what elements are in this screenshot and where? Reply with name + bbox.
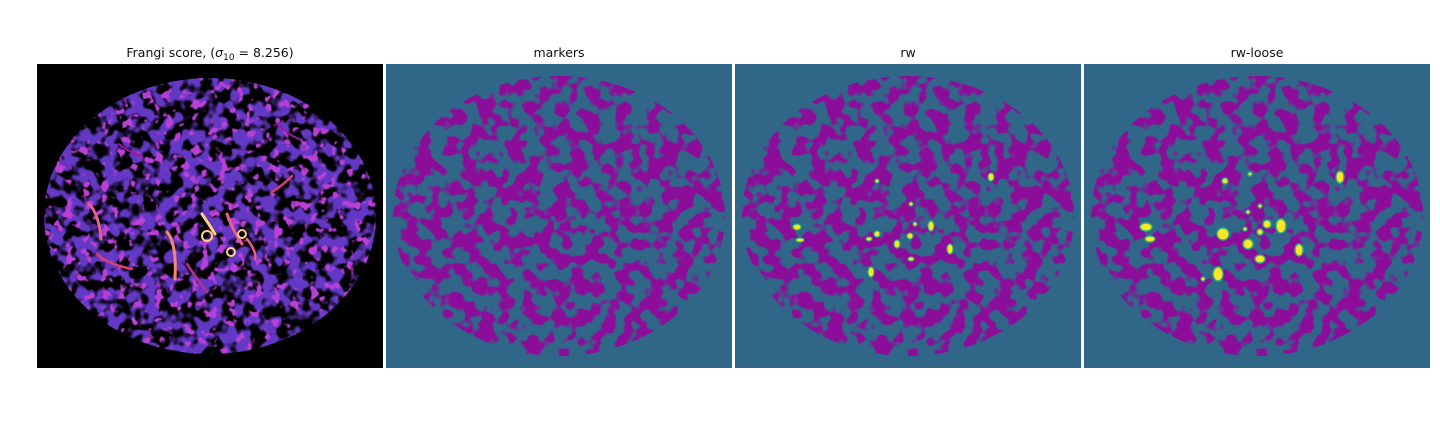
- frangi-title-sigma: σ: [215, 45, 224, 60]
- rw-loose-image: [1084, 64, 1430, 368]
- markers-labels: [393, 76, 725, 356]
- markers-image: [386, 64, 732, 368]
- frangi-ridges: [87, 123, 300, 294]
- frangi-score-image: [37, 64, 383, 368]
- rw-loose-labels: [1091, 76, 1423, 356]
- rw-image: [735, 64, 1081, 368]
- frangi-rings: [201, 229, 247, 257]
- rw-title: rw: [900, 45, 916, 60]
- rw-segments: [792, 172, 995, 278]
- rw-canvas: [735, 64, 1081, 368]
- frangi-title-suffix: = 8.256): [234, 45, 294, 60]
- rw-loose-canvas: [1084, 64, 1430, 368]
- markers-title: markers: [533, 45, 585, 60]
- frangi-score-title: Frangi score, (σ10 = 8.256): [37, 45, 383, 63]
- rw-loose-title: rw-loose: [1230, 45, 1284, 60]
- rw-loose-segments: [1139, 170, 1345, 282]
- frangi-score-canvas: [37, 64, 383, 368]
- markers-canvas: [386, 64, 732, 368]
- frangi-field-vessels: [44, 78, 376, 354]
- rw-labels: [742, 76, 1074, 356]
- frangi-title-subscript: 10: [223, 53, 235, 63]
- frangi-title-prefix: Frangi score, (: [126, 45, 216, 60]
